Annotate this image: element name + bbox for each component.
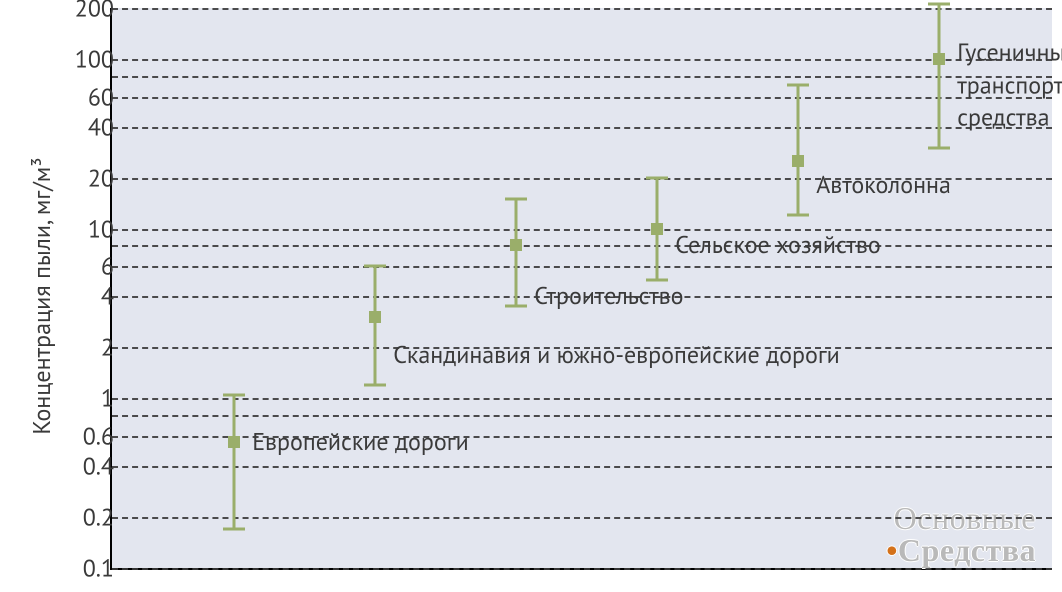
plot-area: Основные •Средства Европейские дороги Ска… (110, 8, 1052, 570)
error-bar (515, 199, 518, 306)
ytick-label: 0.6 (83, 420, 114, 451)
gridline (112, 127, 1052, 129)
gridline (112, 517, 1052, 519)
dust-concentration-chart: Концентрация пыли, мг/м³ Основные •Средс… (0, 0, 1062, 592)
watermark: Основные •Средства (886, 502, 1036, 566)
data-point-marker (228, 436, 240, 448)
gridline (112, 568, 1052, 570)
error-cap (223, 393, 245, 396)
error-bar (374, 266, 377, 385)
ytick-label: 6 (101, 251, 114, 282)
ytick-label: 0.1 (83, 553, 114, 584)
ytick-label: 4 (101, 281, 114, 312)
gridline (112, 97, 1052, 99)
error-cap (364, 265, 386, 268)
data-point-marker (792, 155, 804, 167)
data-point-marker (933, 53, 945, 65)
gridline (112, 59, 1052, 61)
gridline (112, 415, 1052, 417)
gridline (112, 8, 1052, 10)
error-cap (646, 278, 668, 281)
gridline (112, 76, 1052, 78)
gridline (112, 245, 1052, 247)
ytick-label: 2 (101, 332, 114, 363)
gridline (112, 266, 1052, 268)
error-cap (787, 84, 809, 87)
ytick-label: 10 (88, 213, 114, 244)
gridline (112, 398, 1052, 400)
ytick-label: 0.2 (83, 501, 114, 532)
data-point-marker (510, 239, 522, 251)
ytick-label: 60 (88, 81, 114, 112)
watermark-line-2: •Средства (886, 534, 1036, 566)
point-label: Скандинавия и южно-европейские дороги (393, 339, 840, 371)
data-point-marker (369, 311, 381, 323)
error-cap (787, 214, 809, 217)
error-bar (233, 395, 236, 529)
error-cap (364, 383, 386, 386)
point-label: Строительство (534, 280, 683, 312)
point-label: Европейские дороги (252, 426, 468, 458)
error-bar (938, 4, 941, 147)
data-point-marker (651, 223, 663, 235)
point-label: Автоколонна (816, 169, 951, 201)
gridline (112, 229, 1052, 231)
ytick-label: 100 (75, 44, 114, 75)
error-cap (223, 527, 245, 530)
ytick-label: 40 (88, 111, 114, 142)
ytick-label: 1 (101, 383, 114, 414)
y-axis-title: Концентрация пыли, мг/м³ (26, 157, 57, 434)
error-cap (505, 197, 527, 200)
point-label: Сельское хозяйство (675, 229, 881, 261)
ytick-label: 200 (75, 0, 114, 24)
ytick-label: 20 (88, 162, 114, 193)
error-cap (928, 3, 950, 6)
error-cap (646, 176, 668, 179)
ytick-label: 0.4 (83, 450, 114, 481)
error-cap (505, 305, 527, 308)
point-label: Гусеничныетранспортныесредства (957, 37, 1062, 134)
error-bar (797, 85, 800, 215)
error-cap (928, 146, 950, 149)
gridline (112, 466, 1052, 468)
